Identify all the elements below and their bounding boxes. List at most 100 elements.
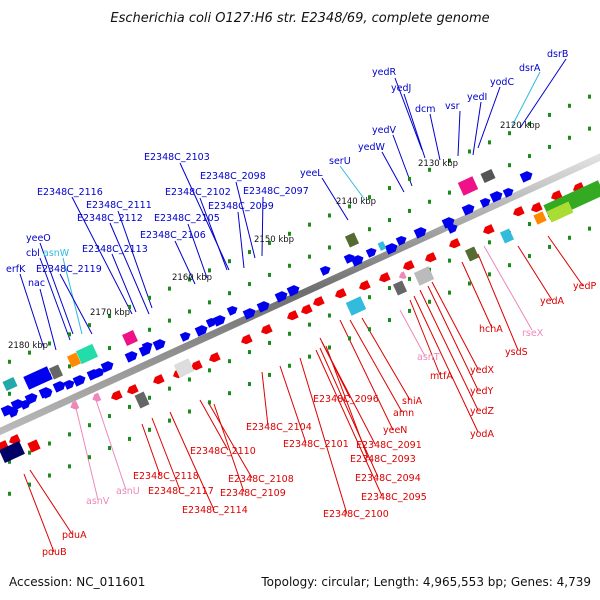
gene-box-mtfA (392, 280, 408, 296)
gene-label-yodA[interactable]: yodA (470, 429, 494, 440)
gene-label-E2348C_2116[interactable]: E2348C_2116 (37, 187, 103, 198)
gene-label-yodC[interactable]: yodC (490, 77, 514, 88)
gene-label-E2348C_2104[interactable]: E2348C_2104 (246, 422, 312, 433)
ruler-tick-inner-top (248, 282, 251, 287)
gene-label-yedA[interactable]: yedA (540, 296, 564, 307)
gene-label-rseX[interactable]: rseX (522, 328, 544, 339)
gene-label-mtfA[interactable]: mtfA (430, 371, 453, 382)
ruler-tick-outer-top (588, 94, 591, 99)
gene-label-E2348C_2097[interactable]: E2348C_2097 (243, 186, 309, 197)
ruler-tick-inner-bottom (288, 331, 291, 336)
ruler-tick-inner-top (328, 245, 331, 250)
gene-label-E2348C_2096[interactable]: E2348C_2096 (313, 394, 379, 405)
gene-label-E2348C_2117[interactable]: E2348C_2117 (148, 486, 214, 497)
gene-label-asnT[interactable]: asnT (417, 352, 440, 363)
gene-label-amn[interactable]: amn (393, 408, 414, 419)
gene-label-E2348C_2098[interactable]: E2348C_2098 (200, 171, 266, 182)
gene-label-pduA[interactable]: pduA (62, 530, 87, 541)
callout-line (431, 281, 479, 370)
gene-label-ysdS[interactable]: ysdS (505, 347, 528, 358)
gene-box-pduA (0, 441, 25, 463)
gene-arrow-plus-b1 (502, 187, 514, 198)
callout-line (75, 407, 99, 501)
gene-label-yedI[interactable]: yedI (467, 92, 487, 103)
ruler-tick-outer-top (348, 204, 351, 209)
ruler-tick-inner-top (308, 254, 311, 259)
gene-label-yedR[interactable]: yedR (372, 67, 396, 78)
gene-label-vsr[interactable]: vsr (445, 101, 460, 112)
ruler-tick-inner-top (428, 199, 431, 204)
callout-line (213, 403, 245, 493)
gene-label-dsrA[interactable]: dsrA (519, 63, 541, 74)
ruler-tick-outer-bottom (128, 436, 131, 441)
callout-line (409, 299, 441, 376)
gene-label-E2348C_2091[interactable]: E2348C_2091 (356, 440, 422, 451)
ruler-tick-outer-bottom (68, 464, 71, 469)
ruler-tick-inner-bottom (128, 404, 131, 409)
gene-box-hchA (464, 246, 480, 262)
gene-label-hchA[interactable]: hchA (479, 324, 503, 335)
ruler-tick-inner-bottom (408, 276, 411, 281)
gene-label-asnU[interactable]: asnU (116, 486, 140, 497)
ruler-tick-inner-bottom (308, 322, 311, 327)
gene-label-yedJ[interactable]: yedJ (391, 83, 411, 94)
gene-arrow-plus-14 (152, 339, 166, 351)
ruler-tick-outer-top (368, 195, 371, 200)
callout-line (187, 223, 208, 279)
gene-arrow-plus-16 (124, 351, 138, 363)
gene-label-yedX[interactable]: yedX (470, 365, 494, 376)
gene-label-E2348C_2112[interactable]: E2348C_2112 (77, 213, 143, 224)
ruler-tick-outer-top (288, 231, 291, 236)
gene-label-dsrB[interactable]: dsrB (547, 49, 568, 60)
callout-line (483, 245, 533, 331)
gene-arrow-plus-19 (72, 375, 86, 387)
gene-label-pduB[interactable]: pduB (42, 547, 67, 558)
gene-label-asnW[interactable]: asnW (43, 248, 70, 259)
gene-label-E2348C_2111[interactable]: E2348C_2111 (86, 200, 152, 211)
gene-label-yedW[interactable]: yedW (358, 142, 385, 153)
callout-line (419, 289, 479, 411)
gene-label-dcm[interactable]: dcm (415, 104, 436, 115)
gene-label-E2348C_2093[interactable]: E2348C_2093 (350, 454, 416, 465)
ruler-tick-outer-bottom (308, 354, 311, 359)
gene-arrow-minus-16 (240, 334, 253, 345)
ruler-tick-inner-bottom (148, 395, 151, 400)
gene-label-E2348C_2101[interactable]: E2348C_2101 (283, 439, 349, 450)
gene-label-E2348C_2119[interactable]: E2348C_2119 (36, 264, 102, 275)
gene-label-E2348C_2108[interactable]: E2348C_2108 (228, 474, 294, 485)
gene-label-yedY[interactable]: yedY (470, 386, 493, 397)
gene-label-nac[interactable]: nac (28, 278, 45, 289)
gene-label-E2348C_2118[interactable]: E2348C_2118 (133, 471, 199, 482)
gene-label-cbl[interactable]: cbl (26, 248, 40, 259)
gene-label-E2348C_2094[interactable]: E2348C_2094 (355, 473, 421, 484)
gene-label-E2348C_2095[interactable]: E2348C_2095 (361, 492, 427, 503)
gene-label-E2348C_2109[interactable]: E2348C_2109 (220, 488, 286, 499)
gene-label-yeeN[interactable]: yeeN (383, 425, 407, 436)
gene-label-E2348C_2099[interactable]: E2348C_2099 (208, 201, 274, 212)
ruler-tick-outer-top (508, 131, 511, 136)
gene-label-E2348C_2102[interactable]: E2348C_2102 (165, 187, 231, 198)
gene-label-serU[interactable]: serU (329, 156, 351, 167)
gene-label-yedP[interactable]: yedP (573, 281, 596, 292)
gene-label-E2348C_2105[interactable]: E2348C_2105 (154, 213, 220, 224)
ruler-tick-inner-bottom (108, 414, 111, 419)
ruler-tick-outer-bottom (228, 391, 231, 396)
ruler-tick-outer-bottom (28, 482, 31, 487)
gene-label-yedZ[interactable]: yedZ (470, 406, 494, 417)
gene-label-E2348C_2100[interactable]: E2348C_2100 (323, 509, 389, 520)
gene-label-E2348C_2106[interactable]: E2348C_2106 (140, 230, 206, 241)
gene-label-E2348C_2113[interactable]: E2348C_2113 (82, 244, 148, 255)
gene-label-yeeO[interactable]: yeeO (26, 233, 51, 244)
callout-line (429, 113, 441, 161)
gene-label-E2348C_2110[interactable]: E2348C_2110 (190, 446, 256, 457)
gene-label-erfK[interactable]: erfK (6, 264, 26, 275)
gene-arrow-plus-13 (194, 325, 208, 337)
gene-label-yedV[interactable]: yedV (372, 125, 396, 136)
gene-label-shiA[interactable]: shiA (402, 396, 423, 407)
gene-label-asnV[interactable]: asnV (86, 496, 110, 507)
gene-label-yeeL[interactable]: yeeL (300, 168, 323, 179)
gene-label-E2348C_2114[interactable]: E2348C_2114 (182, 505, 248, 516)
gene-arrow-plus-b15 (19, 399, 31, 410)
gene-label-E2348C_2103[interactable]: E2348C_2103 (144, 152, 210, 163)
